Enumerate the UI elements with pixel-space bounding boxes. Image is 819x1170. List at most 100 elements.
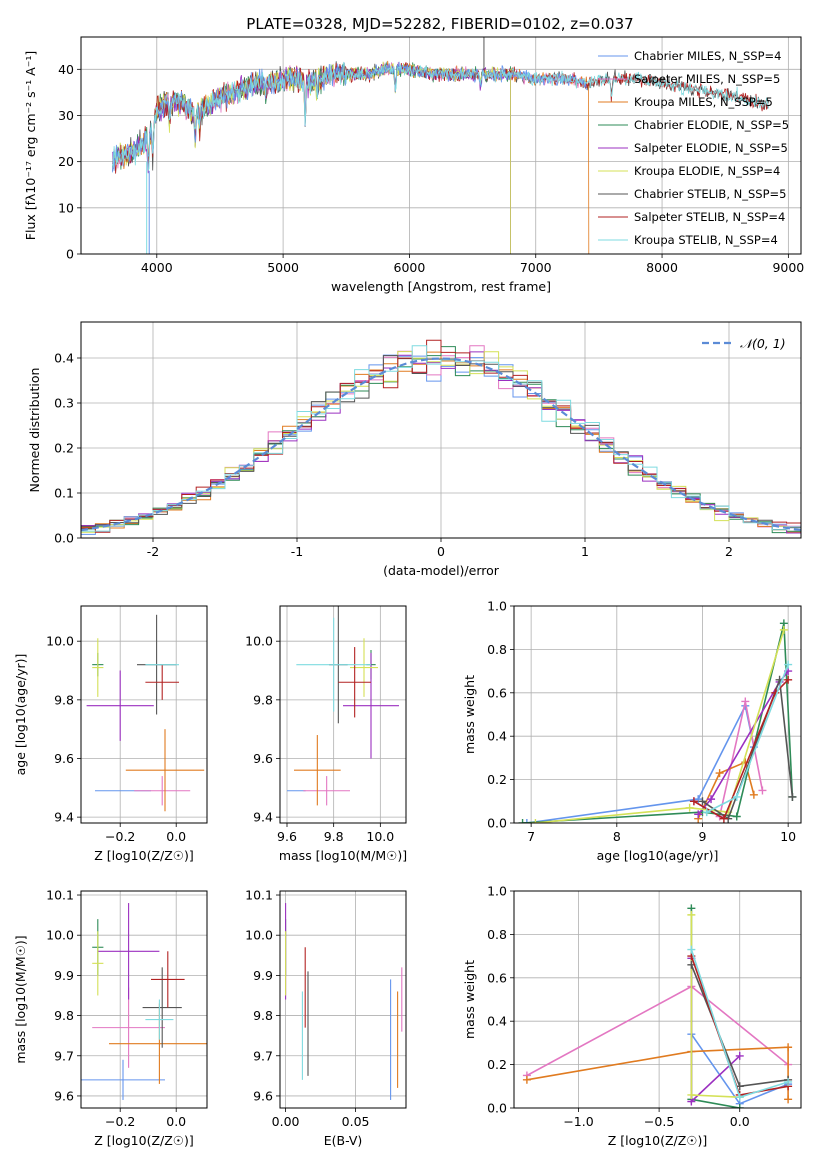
y-tick-label: 9.4 bbox=[253, 810, 273, 825]
y-tick-label: 10.1 bbox=[46, 888, 74, 903]
legend-label: Kroupa STELIB, N_SSP=4 bbox=[634, 233, 778, 247]
weight-marker bbox=[687, 910, 696, 919]
plot-area bbox=[522, 904, 793, 1108]
weight-marker bbox=[719, 814, 728, 823]
errorbar-point bbox=[92, 638, 104, 697]
x-tick-label: -2 bbox=[147, 544, 159, 559]
y-tick-label: 9.4 bbox=[54, 810, 74, 825]
errorbar-point bbox=[86, 670, 154, 741]
y-tick-label: 0.2 bbox=[487, 772, 507, 787]
errorbar-point bbox=[134, 776, 191, 806]
panel-spectrum: 4000 5000 6000 7000 8000 9000 0 10 20 30 40 wavelen… bbox=[23, 36, 804, 294]
errorbar-point bbox=[338, 647, 371, 718]
x-tick-label: −0.2 bbox=[105, 1114, 135, 1129]
x-tick-label: 7000 bbox=[520, 260, 552, 275]
plot-area bbox=[287, 606, 399, 806]
weight-marker bbox=[518, 819, 527, 823]
axes-frame bbox=[279, 605, 407, 824]
errorbar-point bbox=[92, 987, 165, 1068]
x-tick-label: −1.0 bbox=[563, 1114, 593, 1129]
x-tick-label: 9 bbox=[699, 829, 707, 844]
weight-marker bbox=[531, 819, 540, 823]
spectrum-line-kroupa-miles bbox=[112, 60, 590, 254]
hist-step-kroupa-stelib bbox=[81, 345, 801, 532]
x-tick-label: 0.05 bbox=[342, 1114, 370, 1129]
x-tick-label: 10 bbox=[780, 829, 796, 844]
y-axis-label: Flux [fλ10⁻¹⁷ erg cm⁻² s⁻¹ A⁻¹] bbox=[23, 51, 38, 240]
y-axis-label: age [log10(age/yr)] bbox=[13, 654, 28, 776]
legend-label: Chabrier ELODIE, N_SSP=5 bbox=[634, 118, 789, 132]
errorbar-point bbox=[294, 735, 341, 806]
weight-marker bbox=[694, 810, 703, 819]
y-tick-label: 10.1 bbox=[245, 888, 273, 903]
weight-marker bbox=[758, 786, 767, 795]
plot-area bbox=[518, 619, 797, 823]
weight-marker bbox=[784, 1043, 793, 1052]
weight-marker bbox=[689, 797, 698, 806]
errorbar-point bbox=[151, 951, 185, 1008]
y-tick-label: 30 bbox=[58, 108, 74, 123]
spectrum-line-salpeter-elodie bbox=[112, 63, 511, 254]
y-tick-label: 0.6 bbox=[487, 970, 507, 985]
x-tick-label: −0.5 bbox=[644, 1114, 674, 1129]
axes-frame bbox=[80, 605, 208, 824]
y-tick-label: 0.0 bbox=[487, 816, 507, 831]
axes-frame bbox=[513, 605, 802, 824]
axes-frame bbox=[80, 890, 208, 1109]
y-tick-label: 0.0 bbox=[54, 531, 74, 546]
y-tick-label: 40 bbox=[58, 62, 74, 77]
weight-line-salpeter-elodie bbox=[690, 958, 741, 1104]
y-tick-label: 10 bbox=[58, 200, 74, 215]
y-tick-label: 10.0 bbox=[245, 634, 273, 649]
weight-marker bbox=[735, 1104, 744, 1108]
y-tick-label: 9.6 bbox=[253, 1088, 273, 1103]
errorbar-point bbox=[81, 1059, 165, 1100]
errorbar-point bbox=[145, 999, 174, 1040]
hist-step-salpeter-stelib bbox=[81, 339, 801, 533]
y-tick-label: 9.8 bbox=[253, 692, 273, 707]
errorbar-point bbox=[303, 776, 350, 806]
weight-marker bbox=[685, 803, 694, 812]
y-tick-label: 9.8 bbox=[253, 1008, 273, 1023]
y-tick-label: 0.2 bbox=[487, 1057, 507, 1072]
y-axis-label: mass weight bbox=[462, 960, 477, 1039]
x-tick-label: 8 bbox=[613, 829, 621, 844]
panel-weight-vs-age: 7 8 9 10 0.0 0.2 0.4 0.6 0.8 1.0 age [log10(age/yr… bbox=[462, 599, 802, 863]
errorbar-point bbox=[142, 967, 182, 1048]
y-tick-label: 9.7 bbox=[54, 1048, 74, 1063]
weight-marker bbox=[732, 812, 741, 821]
weight-line-kroupa-miles bbox=[697, 761, 755, 820]
x-tick-label: 8000 bbox=[646, 260, 678, 275]
plot-area bbox=[112, 37, 770, 254]
x-tick-label: 1 bbox=[581, 544, 589, 559]
y-tick-label: 9.9 bbox=[54, 968, 74, 983]
x-tick-label: 9.8 bbox=[324, 829, 344, 844]
x-tick-label: -1 bbox=[291, 544, 303, 559]
y-tick-label: 9.7 bbox=[253, 1048, 273, 1063]
errorbar-point bbox=[92, 931, 104, 996]
axes-frame bbox=[80, 36, 802, 255]
y-axis-label: Normed distribution bbox=[27, 368, 42, 493]
weight-marker bbox=[694, 795, 703, 804]
weight-marker bbox=[784, 1077, 793, 1086]
weight-line-salpeter-stelib bbox=[693, 679, 789, 820]
y-tick-label: 9.8 bbox=[54, 1008, 74, 1023]
y-tick-label: 9.6 bbox=[54, 751, 74, 766]
y-axis-label: mass [log10(M/M☉)] bbox=[13, 935, 28, 1063]
errorbar-point bbox=[97, 903, 160, 1000]
x-tick-label: 9000 bbox=[772, 260, 804, 275]
axes-frame bbox=[513, 890, 802, 1109]
panel-mass-vs-Z: −0.2 0.0 9.6 9.7 9.8 9.9 10.0 10.1 Z [log10(Z/Z☉… bbox=[13, 888, 208, 1148]
errorbar-point bbox=[343, 652, 399, 759]
y-tick-label: 9.6 bbox=[54, 1088, 74, 1103]
weight-marker bbox=[687, 945, 696, 954]
y-tick-label: 1.0 bbox=[487, 884, 507, 899]
plot-area bbox=[81, 339, 801, 535]
plot-area bbox=[86, 614, 205, 812]
weight-marker bbox=[522, 1075, 531, 1084]
x-tick-label: 6000 bbox=[394, 260, 426, 275]
x-axis-label: Z [log10(Z/Z☉)] bbox=[94, 848, 194, 863]
panel-mass-vs-EBV: 0.00 0.05 9.6 9.7 9.8 9.9 10.0 10.1 E(B-V) bbox=[245, 888, 407, 1148]
y-tick-label: 10.0 bbox=[46, 928, 74, 943]
weight-marker bbox=[735, 1093, 744, 1102]
